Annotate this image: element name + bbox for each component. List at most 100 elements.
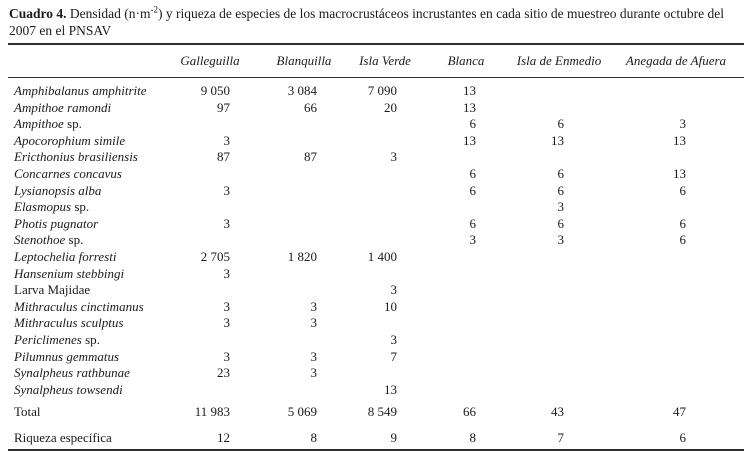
species-name-cell: Synalpheus rathbunae: [14, 365, 130, 381]
value-cell: [160, 332, 260, 349]
table-row: Stenothoe sp. 3 3 6: [8, 232, 744, 249]
table-row: Lysianopsis alba 3 6 6 6: [8, 183, 744, 200]
value-cell: 66: [304, 99, 317, 115]
value-cell: 3: [223, 348, 231, 364]
total-value-cell: 11 983: [194, 404, 230, 420]
caption-label: Cuadro 4.: [9, 6, 67, 21]
value-cell: [510, 149, 608, 166]
value-cell: [510, 382, 608, 399]
total-value-cell: 43: [551, 404, 564, 420]
value-cell: [608, 78, 744, 100]
value-cell: [608, 349, 744, 366]
table-row: Concarnes concavus 6 6 13: [8, 166, 744, 183]
column-header-blanquilla: Blanquilla: [260, 44, 348, 78]
value-cell: 3: [390, 149, 398, 165]
value-cell: 3: [557, 199, 565, 215]
value-cell: [510, 332, 608, 349]
value-cell: [608, 149, 744, 166]
value-cell: 3: [223, 265, 231, 281]
value-cell: 13: [384, 381, 397, 397]
table-row: Photis pugnator 3 6 6 6: [8, 216, 744, 233]
value-cell: 13: [673, 132, 686, 148]
value-cell: [348, 199, 422, 216]
species-name-cell: Larva Majidae: [14, 282, 91, 298]
value-cell: [422, 315, 510, 332]
table-row: Mithraculus cinctimanus 3 3 10: [8, 299, 744, 316]
value-cell: [348, 266, 422, 283]
value-cell: [608, 315, 744, 332]
value-cell: [260, 133, 348, 150]
richness-value-cell: 8: [469, 429, 477, 445]
table-row: Synalpheus towsendi 13: [8, 382, 744, 399]
value-cell: 97: [217, 99, 230, 115]
table-row: Larva Majidae 3: [8, 282, 744, 299]
value-cell: [348, 365, 422, 382]
table-row: Apocorophium simile 3 13 13 13: [8, 133, 744, 150]
value-cell: [260, 183, 348, 200]
table-row: Ampithoe ramondi 97 66 20 13: [8, 100, 744, 117]
value-cell: [422, 266, 510, 283]
value-cell: 3: [557, 232, 565, 248]
value-cell: 3: [223, 132, 231, 148]
value-cell: [260, 166, 348, 183]
value-cell: [510, 349, 608, 366]
value-cell: [510, 266, 608, 283]
species-name-cell: Pilumnus gemmatus: [14, 348, 120, 364]
value-cell: [422, 365, 510, 382]
value-cell: [160, 282, 260, 299]
species-name-cell: Mithraculus cinctimanus: [14, 298, 144, 314]
value-cell: 6: [469, 165, 477, 181]
species-name-cell: Photis pugnator: [14, 215, 99, 231]
value-cell: [510, 249, 608, 266]
value-cell: [510, 299, 608, 316]
value-cell: 3: [223, 315, 231, 331]
value-cell: [260, 282, 348, 299]
caption-text-pre: Densidad (n·m: [66, 6, 151, 21]
total-row: Total 11 983 5 069 8 549 66 43 47: [8, 398, 744, 421]
table-row: Mithraculus sculptus 3 3: [8, 315, 744, 332]
value-cell: [160, 232, 260, 249]
table-row: Amphibalanus amphitrite 9 050 3 084 7 090 13: [8, 78, 744, 100]
value-cell: 13: [463, 83, 476, 98]
species-name-cell: Periclimenes sp.: [14, 331, 100, 347]
value-cell: 6: [679, 215, 687, 231]
richness-label: Riqueza específica: [14, 429, 112, 445]
species-name-cell: Ampithoe sp.: [14, 116, 82, 132]
total-label: Total: [14, 404, 41, 420]
value-cell: 6: [557, 165, 565, 181]
value-cell: [260, 382, 348, 399]
species-name-cell: Lysianopsis alba: [14, 182, 102, 198]
value-cell: [608, 249, 744, 266]
species-name-cell: Hansenium stebbingi: [14, 265, 125, 281]
value-cell: [608, 382, 744, 399]
value-cell: 7 090: [367, 83, 397, 98]
value-cell: 6: [557, 182, 565, 198]
value-cell: [348, 232, 422, 249]
value-cell: [348, 183, 422, 200]
value-cell: 3: [469, 232, 477, 248]
value-cell: 6: [469, 116, 477, 132]
column-header-anegada-de-afuera: Anegada de Afuera: [608, 44, 744, 78]
species-name-cell: Ampithoe ramondi: [14, 99, 112, 115]
value-cell: 6: [679, 182, 687, 198]
column-header-galleguilla: Galleguilla: [160, 44, 260, 78]
column-header-isla-de-enmedio: Isla de Enmedio: [510, 44, 608, 78]
value-cell: [160, 382, 260, 399]
value-cell: 23: [217, 365, 230, 381]
value-cell: 7: [390, 348, 398, 364]
species-name-cell: Stenothoe sp.: [14, 232, 84, 248]
density-table: Galleguilla Blanquilla Isla Verde Blanca…: [8, 43, 744, 451]
value-cell: [608, 199, 744, 216]
species-name-cell: Amphibalanus amphitrite: [14, 83, 147, 98]
richness-value-cell: 12: [217, 429, 230, 445]
value-cell: 3: [679, 116, 687, 132]
column-header-blanca: Blanca: [422, 44, 510, 78]
value-cell: 9 050: [200, 83, 230, 98]
richness-value-cell: 7: [557, 429, 565, 445]
value-cell: [510, 365, 608, 382]
richness-value-cell: 6: [679, 429, 687, 445]
value-cell: 3: [390, 331, 398, 347]
value-cell: 1 820: [287, 248, 317, 264]
total-value-cell: 66: [463, 404, 476, 420]
